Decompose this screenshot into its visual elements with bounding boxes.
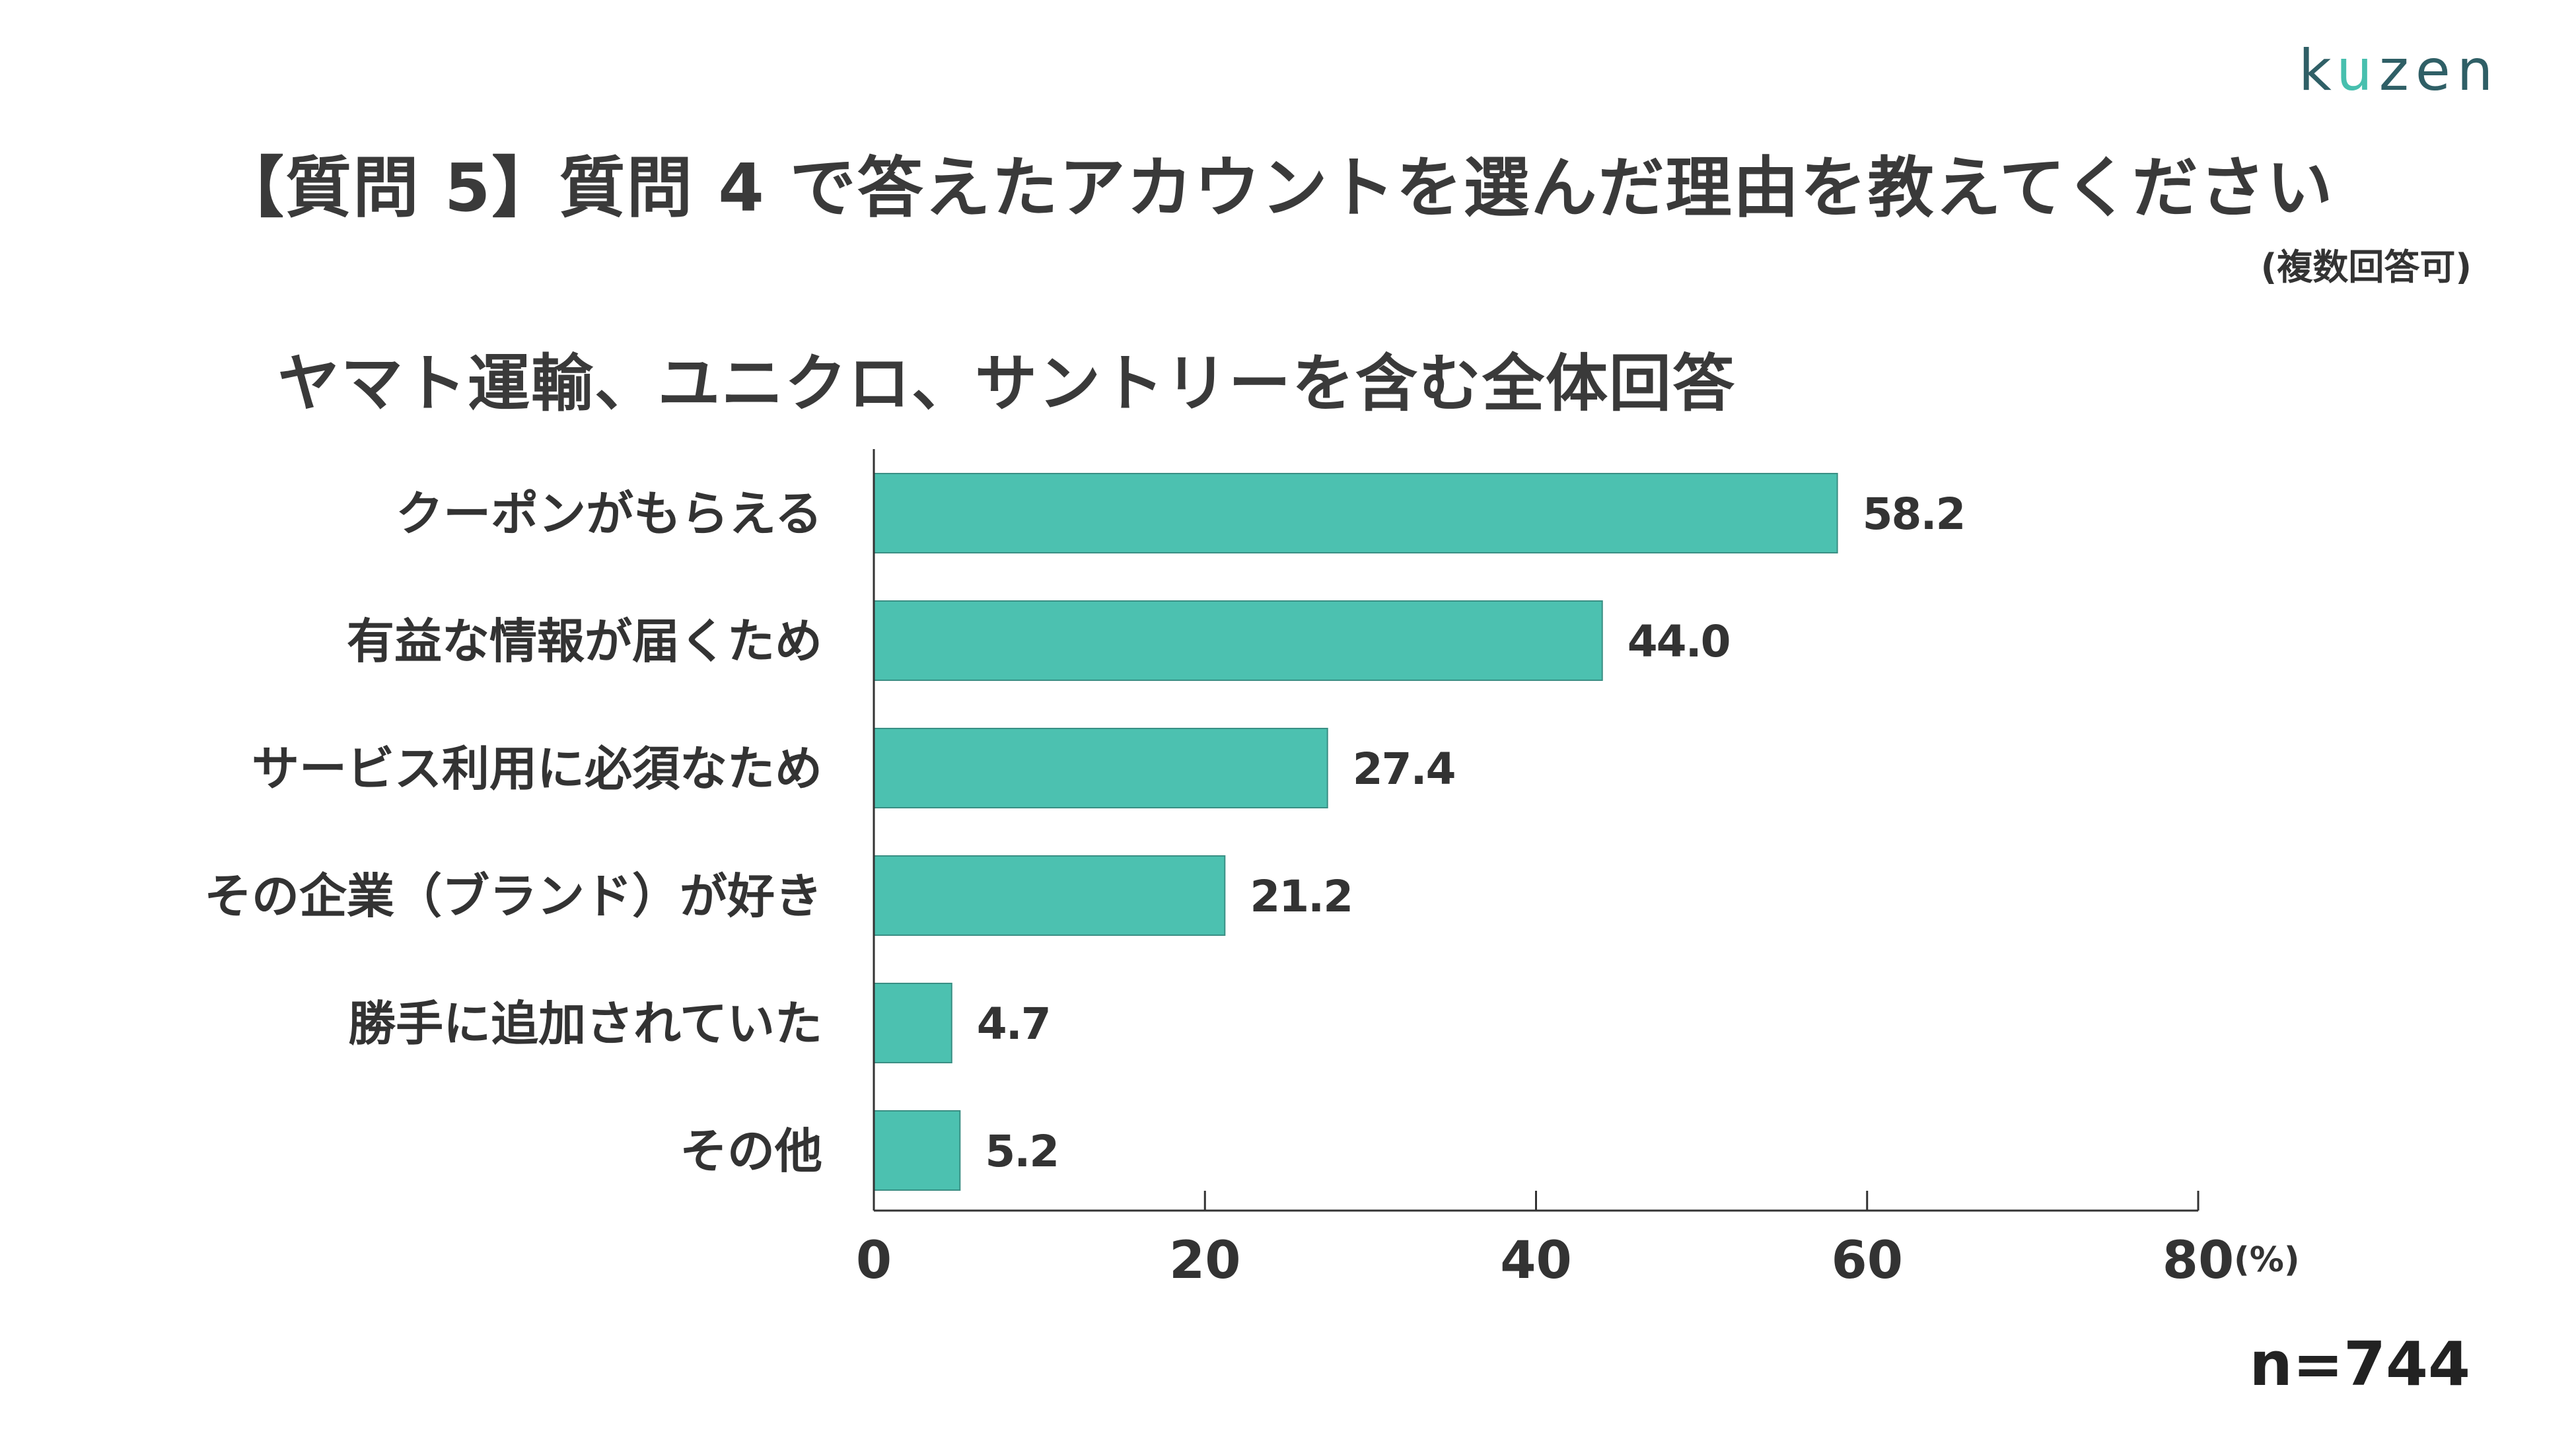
value-label-3: 27.4 bbox=[1353, 744, 1455, 795]
category-label-3: サービス利用に必須なため bbox=[252, 741, 822, 796]
value-label-5: 4.7 bbox=[977, 999, 1050, 1049]
value-label-6: 5.2 bbox=[985, 1126, 1058, 1177]
bar-1 bbox=[873, 473, 1838, 553]
logo-text-prefix: k bbox=[2299, 38, 2337, 104]
kuzen-logo: kuzen bbox=[2299, 42, 2499, 99]
value-label-2: 44.0 bbox=[1628, 616, 1730, 667]
x-tick-label-20: 20 bbox=[1169, 1231, 1241, 1290]
bar-4 bbox=[873, 855, 1226, 936]
logo-text-suffix: zen bbox=[2379, 38, 2500, 104]
x-tick-label-60: 60 bbox=[1831, 1231, 1903, 1290]
x-unit-label: (%) bbox=[2234, 1240, 2300, 1280]
multiple-answers-note: (複数回答可) bbox=[2260, 246, 2472, 288]
bar-3 bbox=[873, 728, 1328, 808]
label-group: クーポンがもらえる 58.2 有益な情報が届くため 44.0 サービス利用に必須なため 2… bbox=[204, 486, 2300, 1290]
bar-group bbox=[873, 473, 1838, 1191]
bar-2 bbox=[873, 600, 1603, 681]
category-label-2: 有益な情報が届くため bbox=[347, 614, 822, 669]
category-label-5: 勝手に追加されていた bbox=[348, 996, 822, 1051]
bar-6 bbox=[873, 1110, 961, 1191]
category-label-1: クーポンがもらえる bbox=[396, 486, 822, 542]
x-tick-label-0: 0 bbox=[856, 1231, 892, 1290]
x-tick-label-80: 80 bbox=[2163, 1231, 2235, 1290]
category-label-4: その企業（ブランド）が好き bbox=[204, 868, 822, 924]
x-tick-label-40: 40 bbox=[1500, 1231, 1572, 1290]
bar-5 bbox=[873, 983, 952, 1063]
page-title: 【質問 5】質問 4 で答えたアカウントを選んだ理由を教えてください bbox=[218, 149, 2334, 227]
value-label-4: 21.2 bbox=[1250, 871, 1352, 922]
chart-title: ヤマト運輸、ユニクロ、サントリーを含む全体回答 bbox=[277, 348, 1736, 420]
sample-size-label: n=744 bbox=[2249, 1329, 2470, 1399]
category-label-6: その他 bbox=[680, 1123, 822, 1179]
axes-group bbox=[873, 449, 2200, 1212]
value-label-1: 58.2 bbox=[1863, 489, 1965, 540]
logo-text-accent: u bbox=[2336, 38, 2379, 104]
